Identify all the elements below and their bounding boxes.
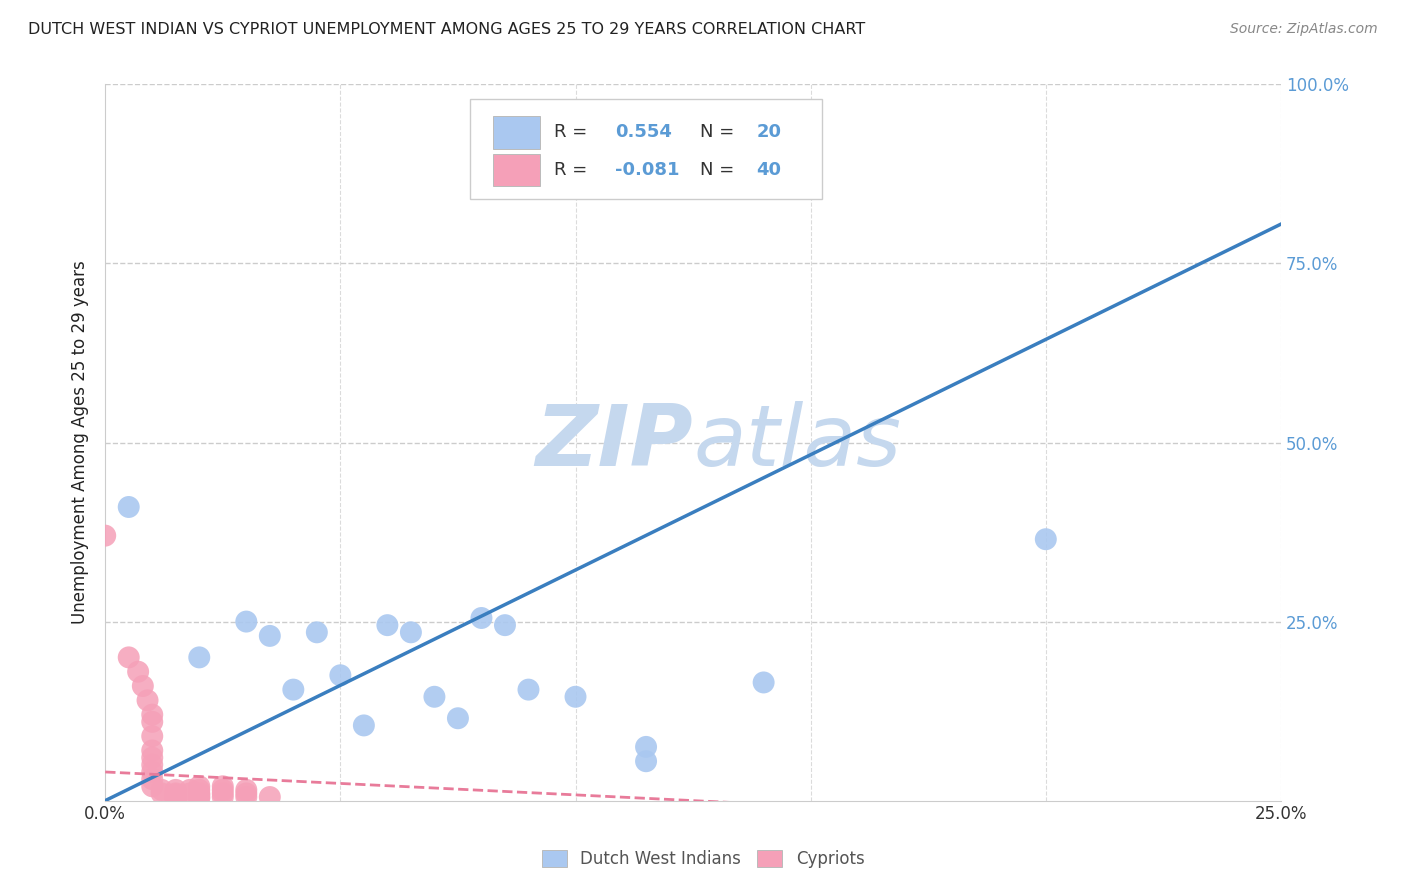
Point <box>141 772 163 786</box>
Point <box>118 500 141 514</box>
Point <box>517 682 540 697</box>
Point <box>94 528 117 542</box>
Point <box>564 690 586 704</box>
Point <box>165 792 187 806</box>
Point <box>141 757 163 772</box>
Point <box>188 791 211 805</box>
Point <box>211 787 233 801</box>
Text: -0.081: -0.081 <box>616 161 681 179</box>
Point <box>165 791 187 805</box>
FancyBboxPatch shape <box>470 99 823 199</box>
Point <box>447 711 470 725</box>
Point <box>188 790 211 805</box>
Text: 20: 20 <box>756 123 782 142</box>
Point <box>118 650 141 665</box>
Point <box>211 779 233 793</box>
Point <box>132 679 155 693</box>
Point <box>188 788 211 802</box>
Text: Source: ZipAtlas.com: Source: ZipAtlas.com <box>1230 22 1378 37</box>
Point <box>165 787 187 801</box>
Point <box>188 783 211 797</box>
Point <box>634 739 657 754</box>
Text: 0.554: 0.554 <box>616 123 672 142</box>
Point <box>141 743 163 757</box>
Point <box>235 787 257 801</box>
Point <box>305 625 328 640</box>
Point <box>165 794 187 808</box>
Point <box>165 783 187 797</box>
Point <box>136 693 159 707</box>
Point <box>329 668 352 682</box>
Text: R =: R = <box>554 123 588 142</box>
Text: 40: 40 <box>756 161 782 179</box>
Point <box>127 665 149 679</box>
Point <box>235 615 257 629</box>
Point <box>353 718 375 732</box>
Point <box>141 764 163 779</box>
Point <box>470 611 492 625</box>
Point <box>283 682 305 697</box>
Point <box>150 787 173 801</box>
Text: N =: N = <box>700 123 734 142</box>
Point <box>211 783 233 797</box>
Y-axis label: Unemployment Among Ages 25 to 29 years: Unemployment Among Ages 25 to 29 years <box>72 260 89 624</box>
Point <box>211 790 233 805</box>
Point <box>141 714 163 729</box>
Text: N =: N = <box>700 161 734 179</box>
Point <box>165 793 187 807</box>
Point <box>259 629 281 643</box>
Point <box>141 779 163 793</box>
Point <box>423 690 446 704</box>
Point <box>150 783 173 797</box>
Legend: Dutch West Indians, Cypriots: Dutch West Indians, Cypriots <box>534 843 872 875</box>
Point <box>377 618 399 632</box>
Point <box>179 783 201 797</box>
Point <box>188 779 211 793</box>
Point <box>141 729 163 743</box>
Text: DUTCH WEST INDIAN VS CYPRIOT UNEMPLOYMENT AMONG AGES 25 TO 29 YEARS CORRELATION : DUTCH WEST INDIAN VS CYPRIOT UNEMPLOYMEN… <box>28 22 865 37</box>
Point <box>235 790 257 805</box>
Text: ZIP: ZIP <box>536 401 693 484</box>
Point <box>399 625 422 640</box>
Point <box>259 790 281 805</box>
Point <box>188 650 211 665</box>
Text: atlas: atlas <box>693 401 901 484</box>
Point <box>141 707 163 722</box>
Point <box>188 787 211 801</box>
Point <box>141 750 163 764</box>
FancyBboxPatch shape <box>494 116 540 149</box>
Point <box>634 754 657 768</box>
Point <box>165 790 187 805</box>
Point <box>235 783 257 797</box>
Point <box>752 675 775 690</box>
Point <box>165 788 187 802</box>
Text: R =: R = <box>554 161 588 179</box>
FancyBboxPatch shape <box>494 154 540 186</box>
Point <box>494 618 516 632</box>
Point <box>179 787 201 801</box>
Point <box>1035 532 1057 546</box>
